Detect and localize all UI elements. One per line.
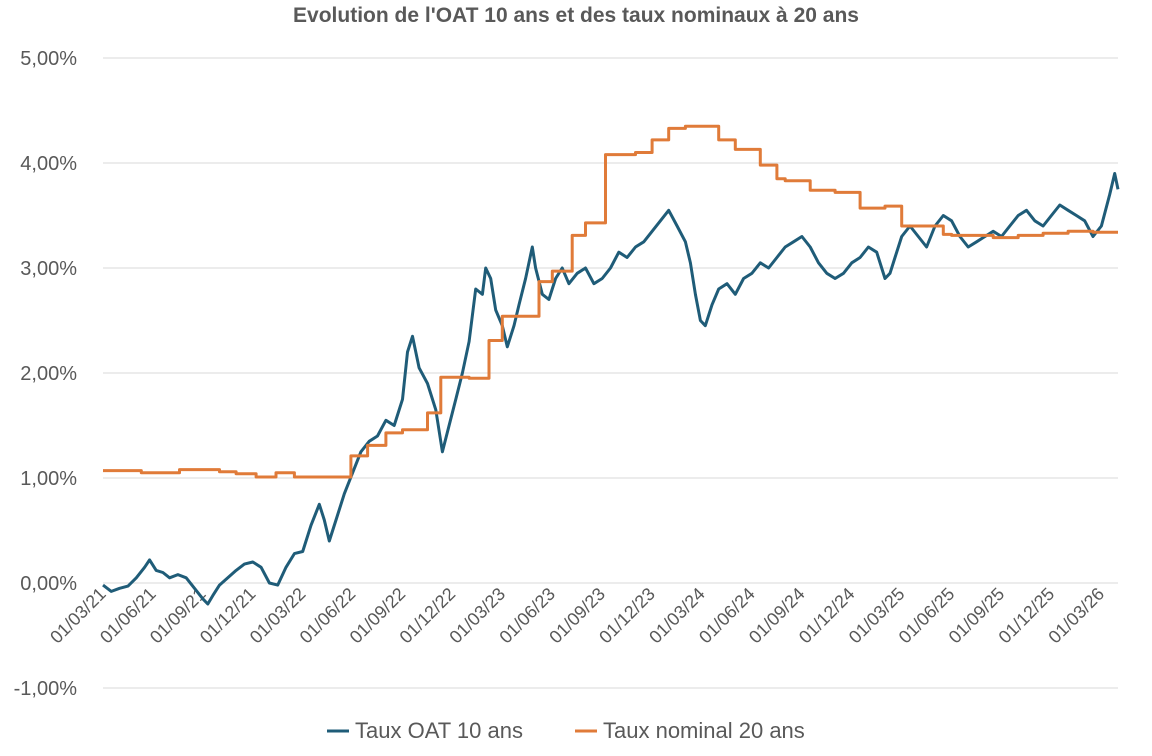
y-tick-label: 3,00% [20, 258, 77, 280]
y-tick-label: 2,00% [20, 363, 77, 385]
y-axis-ticks: 5,00% 4,00% 3,00% 2,00% 1,00% 0,00% -1,00% [14, 48, 78, 700]
x-axis-ticks: 01/03/2101/06/2101/09/2101/12/2101/03/22… [46, 584, 1108, 648]
y-tick-label: 0,00% [20, 573, 77, 595]
series-layer [102, 124, 1120, 606]
series-line-1 [103, 124, 1118, 479]
y-tick-label: 1,00% [20, 468, 77, 490]
chart-title: Evolution de l'OAT 10 ans et des taux no… [293, 4, 859, 27]
y-tick-label: -1,00% [14, 678, 78, 700]
y-tick-label: 4,00% [20, 153, 77, 175]
legend-label-oat-10-ans: Taux OAT 10 ans [355, 718, 523, 743]
legend-label-nominal-20-ans: Taux nominal 20 ans [603, 718, 805, 743]
series-line-0 [102, 172, 1120, 606]
y-tick-label: 5,00% [20, 48, 77, 70]
legend: Taux OAT 10 ans Taux nominal 20 ans [327, 718, 805, 743]
x-tick-label: 01/03/26 [1044, 584, 1108, 648]
